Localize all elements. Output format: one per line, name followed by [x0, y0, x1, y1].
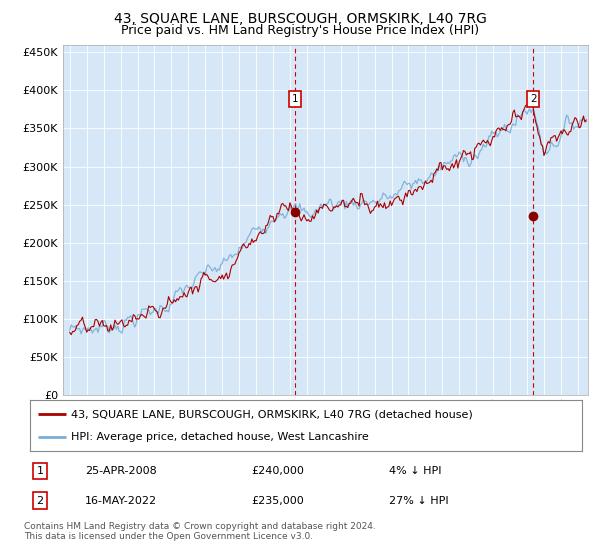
Text: £240,000: £240,000 — [251, 466, 304, 476]
Text: 1: 1 — [37, 466, 43, 476]
Text: HPI: Average price, detached house, West Lancashire: HPI: Average price, detached house, West… — [71, 432, 369, 442]
Text: 2: 2 — [530, 94, 536, 104]
Text: 2: 2 — [37, 496, 43, 506]
Text: 1: 1 — [292, 94, 298, 104]
Text: Contains HM Land Registry data © Crown copyright and database right 2024.
This d: Contains HM Land Registry data © Crown c… — [24, 522, 376, 542]
Text: £235,000: £235,000 — [251, 496, 304, 506]
Text: 27% ↓ HPI: 27% ↓ HPI — [389, 496, 448, 506]
Text: 4% ↓ HPI: 4% ↓ HPI — [389, 466, 442, 476]
Text: 43, SQUARE LANE, BURSCOUGH, ORMSKIRK, L40 7RG (detached house): 43, SQUARE LANE, BURSCOUGH, ORMSKIRK, L4… — [71, 409, 473, 419]
Text: Price paid vs. HM Land Registry's House Price Index (HPI): Price paid vs. HM Land Registry's House … — [121, 24, 479, 37]
Text: 16-MAY-2022: 16-MAY-2022 — [85, 496, 157, 506]
Text: 43, SQUARE LANE, BURSCOUGH, ORMSKIRK, L40 7RG: 43, SQUARE LANE, BURSCOUGH, ORMSKIRK, L4… — [113, 12, 487, 26]
Text: 25-APR-2008: 25-APR-2008 — [85, 466, 157, 476]
